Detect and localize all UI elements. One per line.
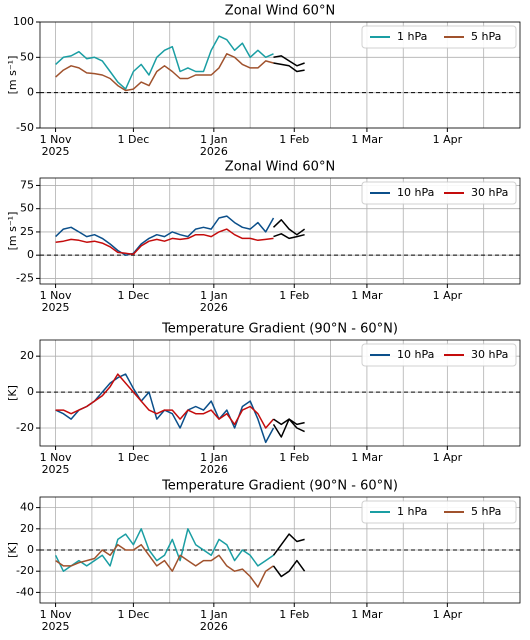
- x-tick-label: 1 Feb: [279, 289, 309, 302]
- y-tick-label: 0: [27, 543, 34, 556]
- series-line: [273, 62, 305, 73]
- x-tick-label: 1 Jan 2026: [200, 133, 228, 158]
- y-tick-label: 25: [20, 225, 34, 238]
- x-tick-label: 1 Dec: [118, 451, 150, 464]
- chart-title: Zonal Wind 60°N: [225, 4, 335, 19]
- y-axis-label: [m s⁻¹]: [6, 212, 19, 251]
- legend-label: 10 hPa: [397, 186, 434, 199]
- series-line: [55, 543, 274, 588]
- series-line: [54, 528, 274, 572]
- x-tick-label: 1 Nov 2025: [40, 451, 72, 476]
- x-tick-label: 1 Feb: [279, 451, 309, 464]
- plot-frame: [39, 496, 521, 604]
- y-tick-label: 0: [27, 385, 34, 398]
- y-axis-label: [K]: [6, 542, 19, 558]
- series-line: [55, 373, 275, 429]
- y-tick-label: 0: [27, 86, 34, 99]
- y-axis-label: [m s⁻¹]: [6, 56, 19, 95]
- y-tick-label: 40: [20, 501, 34, 514]
- legend-box: [361, 181, 517, 205]
- chart-title: Temperature Gradient (90°N - 60°N): [161, 322, 398, 337]
- y-tick-label: -25: [16, 271, 34, 284]
- series-line: [273, 55, 305, 67]
- y-tick-label: 0: [27, 248, 34, 261]
- x-tick-label: 1 Nov 2025: [40, 289, 72, 314]
- chart-title: Temperature Gradient (90°N - 60°N): [161, 479, 398, 494]
- y-tick-label: 50: [20, 202, 34, 215]
- x-tick-label: 1 Mar: [351, 133, 383, 146]
- y-tick-label: -20: [16, 564, 34, 577]
- x-tick-label: 1 Apr: [433, 608, 463, 621]
- legend-label: 10 hPa: [397, 348, 434, 361]
- y-tick-label: -50: [16, 121, 34, 134]
- x-tick-label: 1 Feb: [279, 133, 309, 146]
- series-line: [55, 53, 274, 92]
- x-tick-label: 1 Jan 2026: [200, 451, 228, 476]
- x-tick-label: 1 Feb: [279, 608, 309, 621]
- y-tick-label: 20: [20, 522, 34, 535]
- y-tick-label: 20: [20, 349, 34, 362]
- y-axis-label: [K]: [6, 385, 19, 401]
- x-tick-label: 1 Jan 2026: [200, 608, 228, 633]
- y-tick-label: -20: [16, 421, 34, 434]
- chart-title: Zonal Wind 60°N: [225, 160, 335, 175]
- y-tick-label: 100: [13, 15, 34, 28]
- legend-label: 5 hPa: [471, 30, 501, 43]
- series-line: [272, 533, 305, 556]
- plot-frame: [39, 21, 521, 129]
- x-tick-label: 1 Nov 2025: [40, 133, 72, 158]
- x-tick-label: 1 Apr: [433, 451, 463, 464]
- legend-label: 1 hPa: [397, 30, 427, 43]
- x-tick-label: 1 Mar: [351, 451, 383, 464]
- series-line: [272, 219, 306, 236]
- series-line: [55, 228, 274, 255]
- legend-label: 1 hPa: [397, 505, 427, 518]
- legend-label: 30 hPa: [471, 186, 508, 199]
- series-line: [273, 418, 305, 426]
- plot-frame: [39, 177, 521, 285]
- legend-box: [361, 25, 517, 49]
- series-line: [55, 35, 274, 90]
- y-tick-label: -40: [16, 585, 34, 598]
- series-line: [55, 373, 275, 444]
- legend-label: 30 hPa: [471, 348, 508, 361]
- x-tick-label: 1 Dec: [118, 289, 150, 302]
- x-tick-label: 1 Mar: [351, 289, 383, 302]
- x-tick-label: 1 Dec: [118, 133, 150, 146]
- y-tick-label: 75: [20, 178, 34, 191]
- legend-box: [361, 500, 517, 524]
- x-tick-label: 1 Dec: [118, 608, 150, 621]
- series-line: [273, 233, 305, 240]
- x-tick-label: 1 Mar: [351, 608, 383, 621]
- legend-box: [361, 343, 517, 367]
- x-tick-label: 1 Jan 2026: [200, 289, 228, 314]
- series-line: [55, 215, 275, 256]
- plot-frame: [39, 339, 521, 447]
- x-tick-label: 1 Apr: [433, 289, 463, 302]
- y-tick-label: 50: [20, 50, 34, 63]
- x-tick-label: 1 Apr: [433, 133, 463, 146]
- legend-label: 5 hPa: [471, 505, 501, 518]
- series-line: [272, 559, 306, 578]
- x-tick-label: 1 Nov 2025: [40, 608, 72, 633]
